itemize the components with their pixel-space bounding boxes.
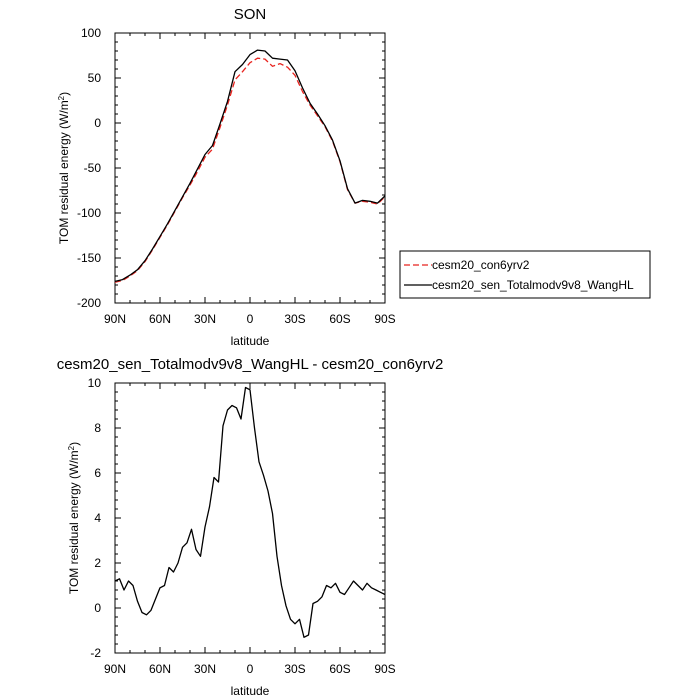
y-tick-label: 0 (94, 601, 101, 615)
x-tick-label: 60N (149, 662, 171, 676)
series-line-0 (114, 57, 386, 283)
x-tick-label: 90S (374, 662, 395, 676)
x-axis-label: latitude (231, 684, 270, 698)
chart-title: SON (234, 6, 267, 23)
y-tick-label: -50 (84, 161, 102, 175)
y-tick-label: 10 (88, 376, 102, 390)
x-tick-label: 60N (149, 312, 171, 326)
x-tick-label: 30S (284, 312, 305, 326)
x-tick-label: 30N (194, 312, 216, 326)
y-axis-label: TOM residual energy (W/m2) (57, 92, 72, 244)
y-tick-label: 100 (81, 26, 101, 40)
series-line-0 (114, 386, 386, 638)
x-axis-label: latitude (231, 334, 270, 348)
legend-box (399, 250, 651, 299)
series-line-1 (114, 49, 386, 283)
x-tick-label: 0 (247, 312, 254, 326)
y-tick-label: 6 (94, 466, 101, 480)
y-tick-label: 8 (94, 421, 101, 435)
x-tick-label: 90N (104, 662, 126, 676)
y-tick-label: 0 (94, 116, 101, 130)
y-tick-label: -200 (77, 296, 101, 310)
x-tick-label: 60S (329, 662, 350, 676)
y-tick-label: 50 (88, 71, 102, 85)
legend-label: cesm20_con6yrv2 (432, 258, 530, 272)
y-tick-label: -150 (77, 251, 101, 265)
chart-title: cesm20_sen_Totalmodv9v8_WangHL - cesm20_… (57, 356, 444, 373)
x-tick-label: 60S (329, 312, 350, 326)
x-tick-label: 30N (194, 662, 216, 676)
x-tick-label: 30S (284, 662, 305, 676)
x-tick-label: 90N (104, 312, 126, 326)
plot-frame (114, 32, 386, 304)
x-tick-label: 90S (374, 312, 395, 326)
x-tick-label: 0 (247, 662, 254, 676)
bottom-panel: cesm20_sen_Totalmodv9v8_WangHL - cesm20_… (57, 356, 444, 698)
plot-frame (114, 382, 386, 654)
y-tick-label: -100 (77, 206, 101, 220)
y-axis-label: TOM residual energy (W/m2) (67, 442, 82, 594)
legend-label: cesm20_sen_Totalmodv9v8_WangHL (432, 278, 634, 292)
y-tick-label: -2 (90, 646, 101, 660)
top-panel: SON 90N 60N 30N 0 30S 60S 90S -200 -150 -100 -50 0 50… (57, 6, 651, 348)
y-tick-label: 2 (94, 556, 101, 570)
y-tick-label: 4 (94, 511, 101, 525)
